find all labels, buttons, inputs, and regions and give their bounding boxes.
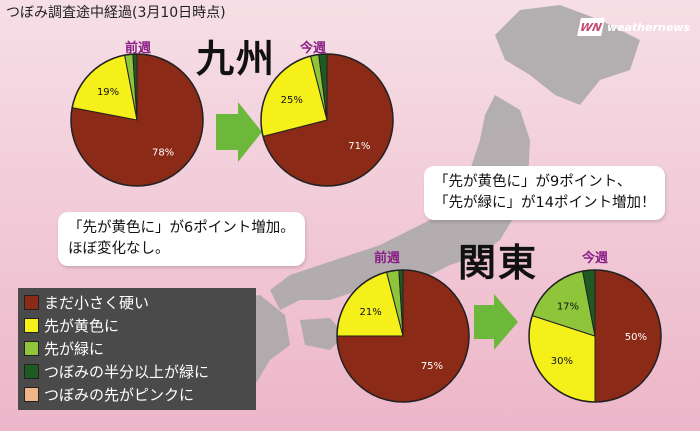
- pie-data-label: 50%: [625, 332, 647, 343]
- legend: まだ小さく硬い 先が黄色に 先が緑に つぼみの半分以上が緑に つぼみの先がピンク…: [18, 288, 256, 410]
- pie-data-label: 19%: [97, 87, 119, 98]
- kanto-title: 関東: [458, 241, 539, 285]
- legend-swatch: [24, 364, 39, 379]
- legend-item: つぼみの半分以上が緑に: [24, 360, 250, 383]
- pie-data-label: 30%: [551, 356, 573, 367]
- legend-item: まだ小さく硬い: [24, 291, 250, 314]
- pie-week-title: 前週: [125, 40, 151, 56]
- kyushu-comment-bubble: 「先が黄色に」が6ポイント増加。 ほぼ変化なし。: [58, 212, 305, 266]
- legend-swatch: [24, 387, 39, 402]
- brand: WN weathernews: [577, 18, 690, 36]
- pie-data-label: 17%: [557, 301, 579, 312]
- legend-swatch: [24, 295, 39, 310]
- legend-label: 先が緑に: [44, 340, 105, 358]
- legend-item: つぼみの先がピンクに: [24, 383, 250, 406]
- pie-data-label: 71%: [348, 141, 370, 152]
- pie-outline: [528, 269, 662, 403]
- shikoku-shape: [300, 318, 345, 350]
- kanto-comment-bubble: 「先が黄色に」が9ポイント、 「先が緑に」が14ポイント増加！: [424, 166, 666, 220]
- pie-data-label: 75%: [421, 361, 443, 372]
- arrow-kanto-icon: [474, 294, 518, 350]
- page-title: つぼみ調査途中経過(3月10日時点): [6, 5, 226, 21]
- kyushu-comment-line-2: ほぼ変化なし。: [68, 241, 170, 257]
- legend-label: つぼみの半分以上が緑に: [44, 363, 210, 381]
- kanto-this-week-pie: 50% 30% 17% 今週: [528, 250, 662, 403]
- pie-outline: [336, 269, 470, 403]
- legend-swatch: [24, 318, 39, 333]
- legend-item: 先が黄色に: [24, 314, 250, 337]
- pie-week-title: 今週: [299, 40, 326, 56]
- pie-outline: [70, 53, 204, 187]
- kyushu-last-week-pie: 78% 19% 前週: [70, 40, 204, 187]
- kyushu-this-week-pie: 71% 25% 今週: [260, 40, 394, 187]
- kanto-last-week-pie: 75% 21% 前週: [336, 250, 470, 403]
- brand-text: weathernews: [606, 20, 690, 34]
- legend-item: 先が緑に: [24, 337, 250, 360]
- honshu-shape: [270, 95, 530, 310]
- arrow-kyushu-icon: [216, 102, 262, 162]
- pie-data-label: 78%: [152, 148, 174, 159]
- kyushu-comment-line-1: 「先が黄色に」が6ポイント増加。: [68, 220, 295, 236]
- legend-label: 先が黄色に: [44, 317, 120, 335]
- legend-label: まだ小さく硬い: [44, 294, 150, 312]
- pie-data-label: 25%: [281, 95, 303, 106]
- kyushu-title: 九州: [196, 37, 277, 81]
- hokkaido-shape: [495, 5, 640, 105]
- kanto-comment-line-2: 「先が緑に」が14ポイント増加！: [434, 195, 656, 211]
- legend-label: つぼみの先がピンクに: [44, 386, 195, 404]
- pie-outline: [260, 53, 394, 187]
- pie-week-title: 今週: [581, 250, 608, 266]
- pie-data-label: 21%: [360, 307, 382, 318]
- kanto-comment-line-1: 「先が黄色に」が9ポイント、: [434, 174, 632, 190]
- legend-swatch: [24, 341, 39, 356]
- pie-week-title: 前週: [374, 250, 400, 266]
